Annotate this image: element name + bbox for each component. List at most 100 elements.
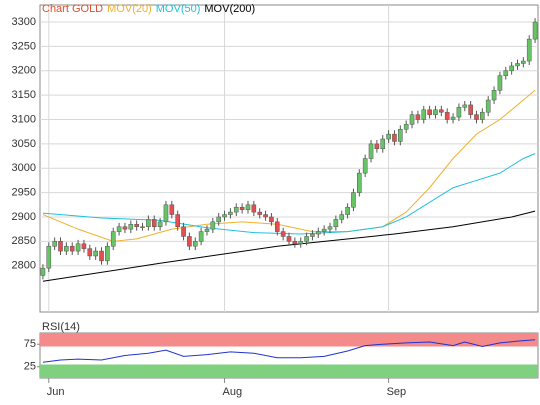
candle-body [433,109,438,115]
y-tick-label: 75 [24,338,36,350]
panel-title: RSI(14) [42,321,80,333]
candle-body [380,138,386,150]
candle-body [409,114,415,125]
candle-body [427,109,432,115]
candle-body [222,214,227,218]
candle-body [99,250,104,262]
legend-entry: MOV(20) [107,3,152,15]
candle-body [368,143,374,159]
candle-body [93,250,98,257]
candle-body [280,231,286,237]
candle-body [403,124,409,130]
candle-body [122,226,128,230]
chart-title: Chart GOLD [42,3,103,15]
candle-body [140,226,145,228]
y-tick-label: 2900 [12,211,36,223]
x-tick-label: Aug [223,386,243,398]
candle-body [321,228,327,232]
candle-body [274,221,280,232]
y-tick-label: 2950 [12,187,36,199]
candle-body [304,236,309,242]
candle-body [421,109,427,120]
candle-body [46,245,52,269]
candle-body [292,241,298,245]
y-tick-label: 3000 [12,162,36,174]
candle-body [169,204,175,215]
candle-body [239,206,245,210]
candle-body [64,245,69,252]
candle-body [485,99,491,113]
band [40,364,538,378]
candle-body [87,248,93,257]
candle-body [181,226,186,237]
y-tick-label: 3150 [12,89,36,101]
candle-body [52,241,57,247]
candle-body [81,243,87,249]
candle-body [398,129,403,142]
candle-body [362,158,368,174]
candle-body [198,231,204,242]
candle-body [298,241,304,245]
candle-body [286,236,292,242]
candle-body [474,114,479,120]
candle-body [374,143,380,150]
y-tick-label: 3200 [12,65,36,77]
candle-body [187,236,192,247]
candle-body [327,226,333,230]
candle-body [134,224,139,227]
candle-body [515,63,520,67]
candle-body [116,226,122,232]
candle-body [75,243,81,252]
candle-body [128,224,134,230]
candle-body [175,214,180,227]
y-tick-label: 3050 [12,138,36,150]
legend-entry: MOV(50) [156,3,201,15]
candle-body [110,231,116,247]
candle-body [204,228,210,232]
x-tick-label: Jun [47,386,65,398]
candle-body [310,233,315,237]
candle-body [462,104,468,108]
candle-body [151,219,157,227]
y-tick-label: 2800 [12,260,36,272]
moving-average-line [42,210,536,282]
candle-body [58,241,63,252]
candle-body [509,65,514,72]
rsi-line [42,339,536,363]
candle-body [480,111,485,120]
candle-body [163,204,169,223]
candle-body [192,241,198,247]
candle-body [450,116,456,120]
candle-body [146,219,151,227]
candle-body [468,104,473,115]
candle-body [444,111,450,120]
candle-body [251,204,257,213]
candle-body [386,133,391,140]
candle-body [333,219,339,227]
candle-body [357,172,362,193]
candle-body [392,133,397,142]
candle-body [339,214,345,220]
candle-body [257,211,263,215]
candle-body [233,206,239,213]
candle-body [315,231,321,235]
band [40,333,538,347]
candle-body [532,21,538,40]
y-tick-label: 3300 [12,16,36,28]
candle-body [526,38,532,62]
x-tick-label: Sep [387,386,407,398]
candle-body [415,114,421,120]
candle-body [263,214,268,218]
candle-body [69,245,75,252]
candle-body [40,267,46,276]
candle-body [345,206,350,215]
candle-body [491,90,497,101]
candle-body [228,211,233,215]
candle-body [497,75,503,91]
candle-body [503,70,509,76]
y-tick-label: 3100 [12,113,36,125]
y-tick-label: 3250 [12,40,36,52]
candle-body [105,245,110,262]
candle-body [210,221,216,230]
y-tick-label: 2850 [12,235,36,247]
